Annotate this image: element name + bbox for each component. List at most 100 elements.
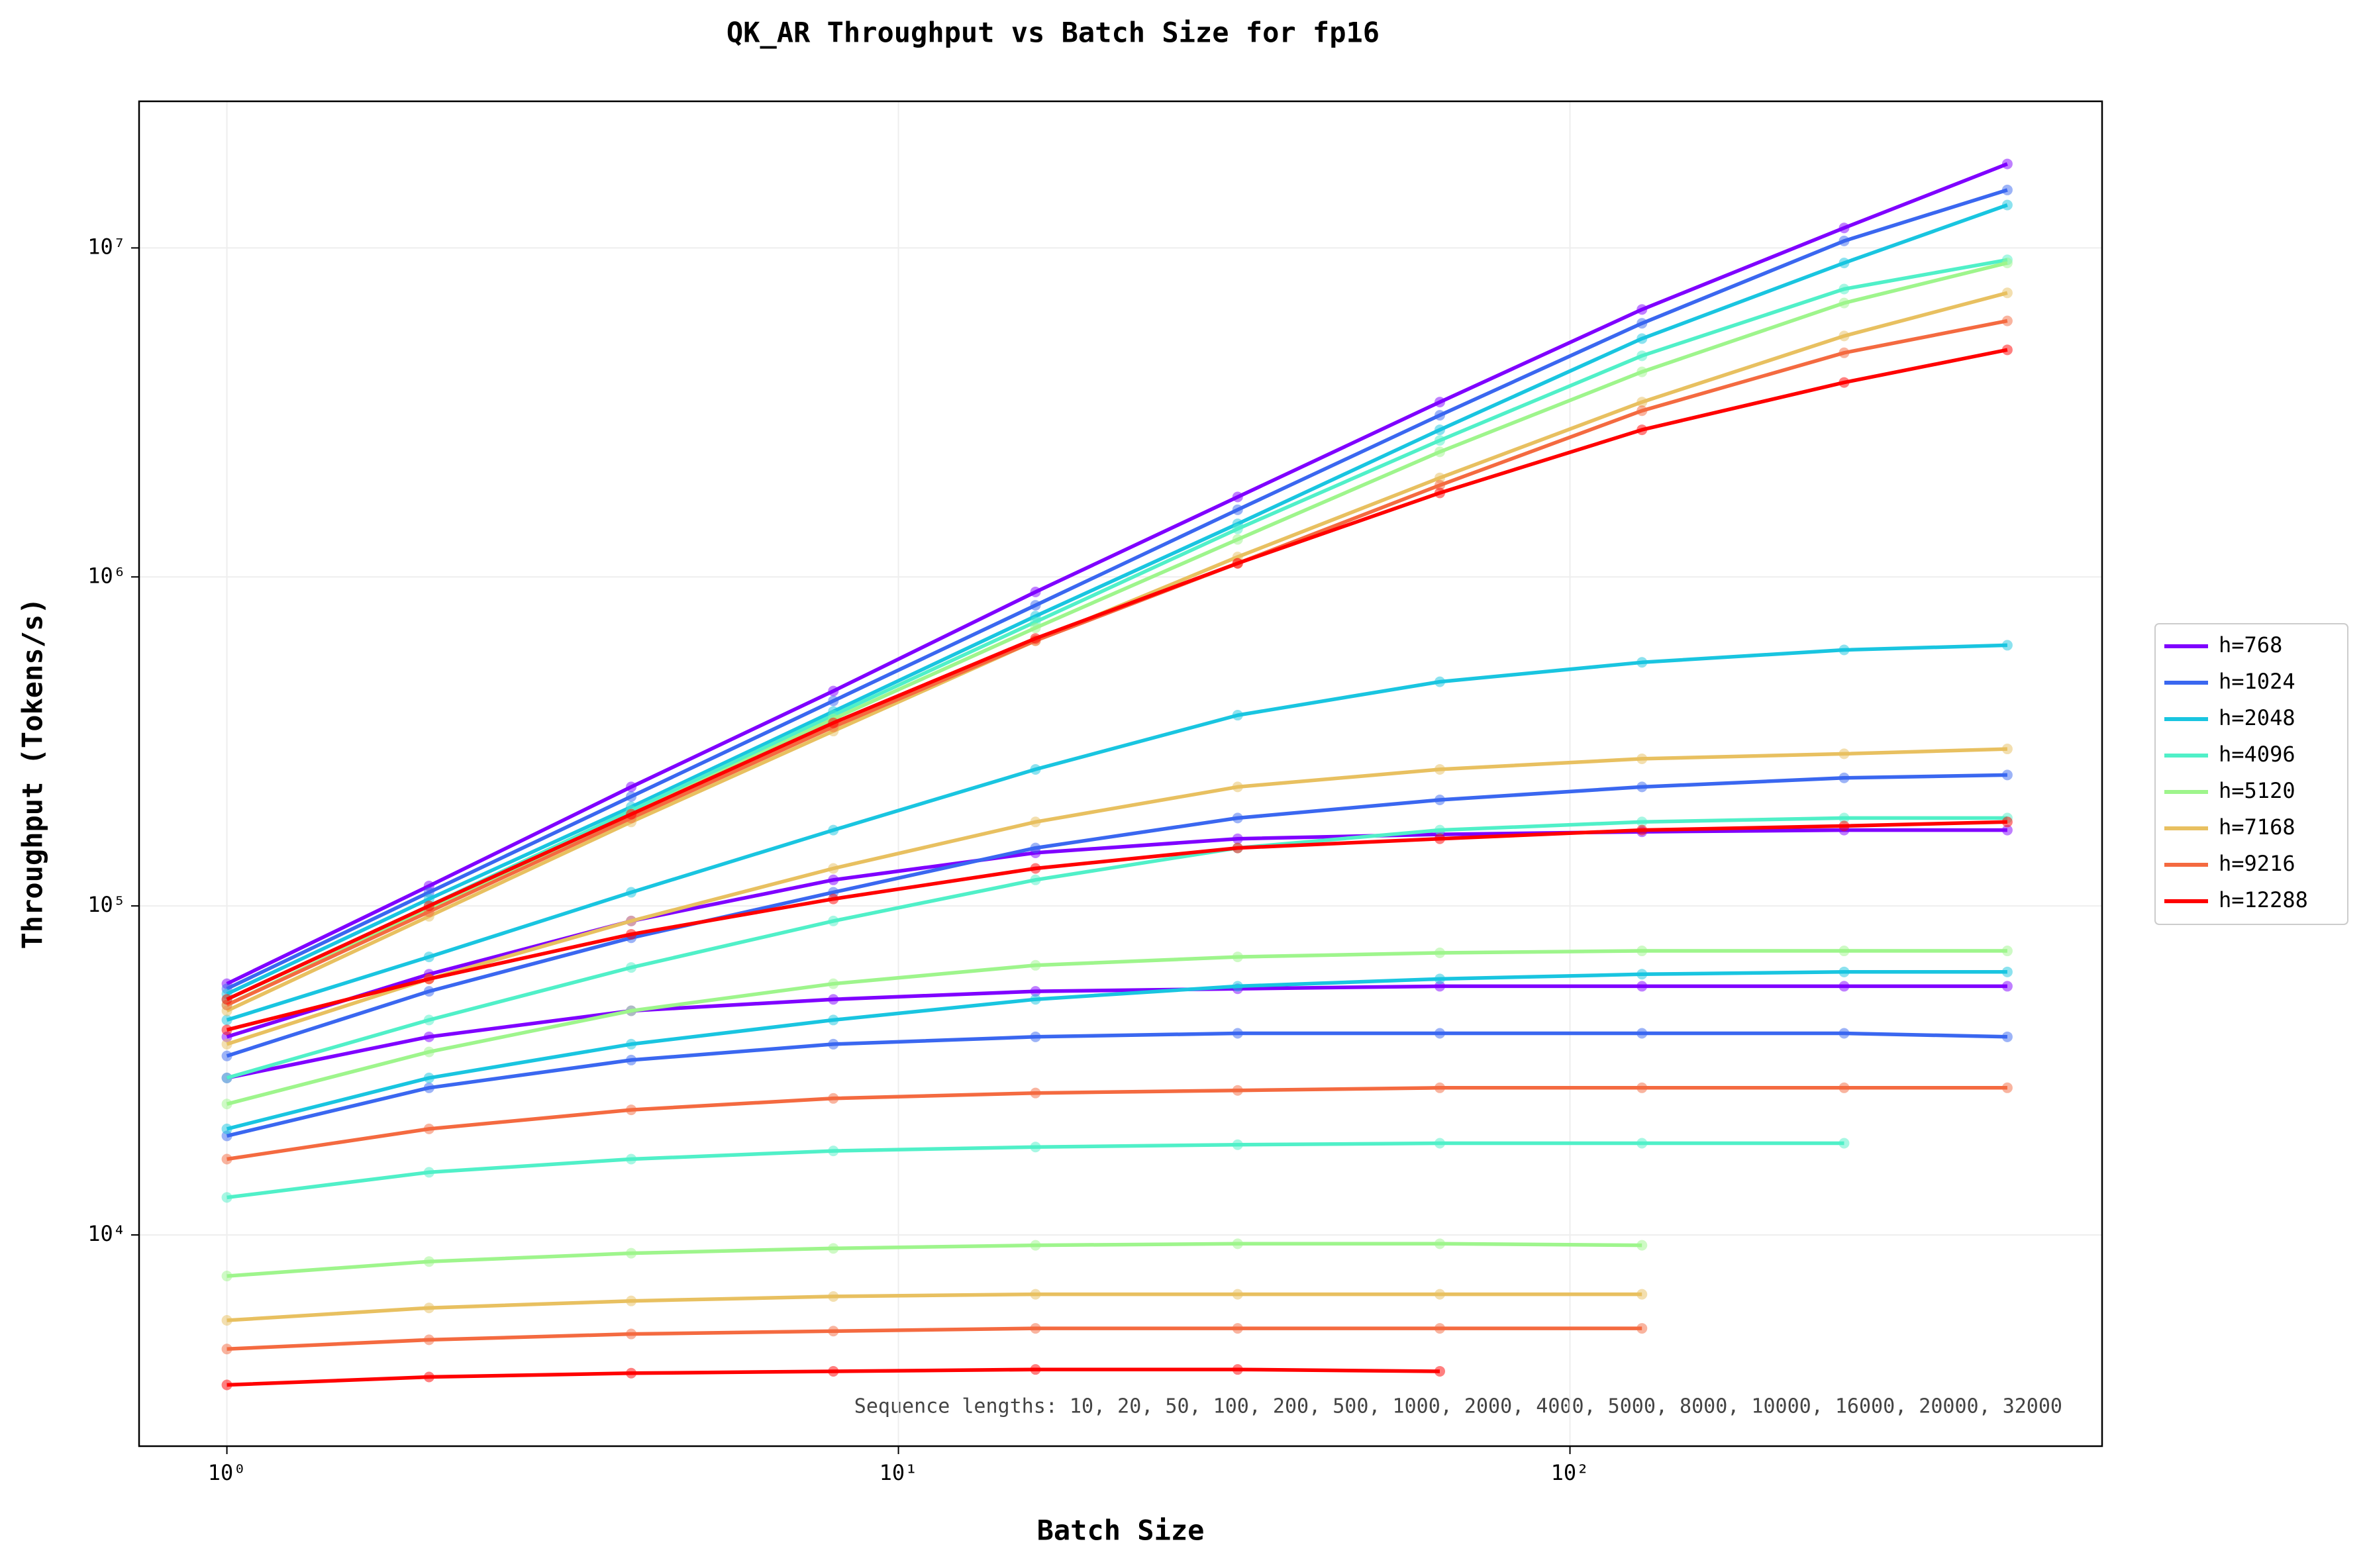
data-point [1435,676,1446,687]
data-point [1030,1142,1041,1153]
data-point [1232,534,1243,545]
data-point [1030,986,1041,997]
data-point [1637,318,1648,329]
data-point [828,1291,839,1302]
data-point [1637,781,1648,793]
data-point [626,1054,637,1065]
data-point [1637,405,1648,416]
data-point [626,1248,637,1259]
y-axis-label: Throughput (Tokens/s) [17,597,49,949]
data-point [626,915,637,926]
y-tick-label: 10⁷ [87,234,126,259]
data-point [2001,315,2013,326]
data-point [1232,1085,1243,1096]
data-point [828,893,839,905]
y-tick-label: 10⁴ [87,1221,126,1246]
data-point [1838,981,1850,992]
data-point [1030,816,1041,828]
data-point [1637,753,1648,764]
data-point [1435,487,1446,499]
data-point [1435,973,1446,985]
data-point [1838,966,1850,977]
data-point [1838,748,1850,760]
series-line [227,1292,1642,1322]
data-point [1838,820,1850,832]
data-point [1435,472,1446,483]
data-point [1637,824,1648,836]
data-point [1435,763,1446,775]
data-point [221,1050,232,1061]
data-point [1232,1289,1243,1300]
data-point [1637,366,1648,377]
data-point [1637,1323,1648,1334]
data-point [1637,424,1648,436]
data-point [1435,795,1446,806]
data-point [828,1038,839,1050]
data-point [1435,948,1446,959]
data-point [1435,1238,1446,1250]
legend-label: h=9216 [2219,851,2295,876]
data-point [1232,523,1243,534]
data-point [1232,491,1243,503]
data-point [221,994,232,1005]
data-point [1637,1138,1648,1149]
data-point [1637,1289,1648,1300]
data-point [828,863,839,874]
y-tick-label: 10⁶ [87,563,126,588]
data-point [1435,1028,1446,1039]
data-point [1637,657,1648,668]
data-point [626,1367,637,1379]
data-point [1435,410,1446,421]
data-point [1838,772,1850,783]
data-point [828,994,839,1005]
series-line [226,816,2007,1080]
data-point [626,781,637,793]
data-point [626,1153,637,1165]
data-point [1232,1238,1243,1250]
data-point [1435,397,1446,408]
data-point [626,791,637,802]
data-point [423,952,434,963]
data-point [423,1334,434,1346]
data-point [1435,424,1446,436]
data-point [828,824,839,836]
data-point [1232,833,1243,844]
data-point [1838,946,1850,957]
data-point [1435,981,1446,992]
data-point [1637,1028,1648,1039]
data-point [1838,330,1850,342]
data-point [221,1192,232,1203]
data-point [423,1072,434,1083]
series-line [226,1031,2007,1138]
data-point [2001,946,2013,957]
data-point [1838,258,1850,269]
data-point [423,986,434,997]
data-point [2001,184,2013,195]
data-point [626,1038,637,1050]
data-point [1637,1240,1648,1251]
data-point [1030,1323,1041,1334]
data-point [1435,1323,1446,1334]
x-tick-label: 10¹ [880,1460,918,1485]
data-point [1232,781,1243,793]
data-point [1838,222,1850,234]
data-point [1232,1139,1243,1150]
data-point [221,1024,232,1036]
data-point [1838,1028,1850,1039]
data-point [221,1314,232,1326]
data-point [423,1167,434,1178]
data-point [1838,283,1850,295]
legend-label: h=2048 [2219,705,2295,730]
data-point [1030,842,1041,854]
data-point [423,1371,434,1383]
data-point [1435,479,1446,491]
data-point [626,1328,637,1340]
data-point [1030,874,1041,885]
series-line [226,970,2007,1131]
data-point [1637,304,1648,315]
data-point [1232,1028,1243,1039]
data-point [1838,377,1850,388]
series-line [227,984,2007,1080]
